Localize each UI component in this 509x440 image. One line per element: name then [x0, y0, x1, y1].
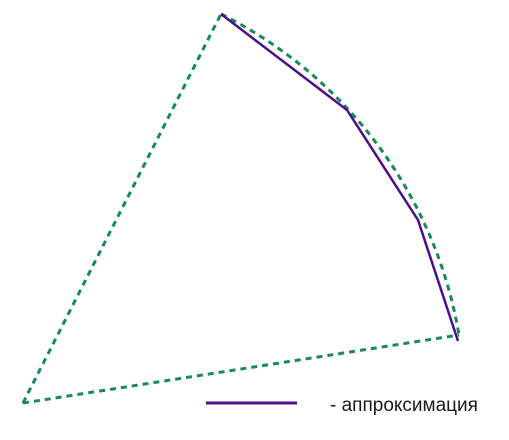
sector-radius-top	[21, 13, 223, 404]
sector-radius-right	[22, 333, 460, 405]
sector-arc	[220, 12, 461, 336]
legend-label: - аппроксимация	[330, 395, 478, 416]
approximation-polyline	[220, 13, 460, 342]
